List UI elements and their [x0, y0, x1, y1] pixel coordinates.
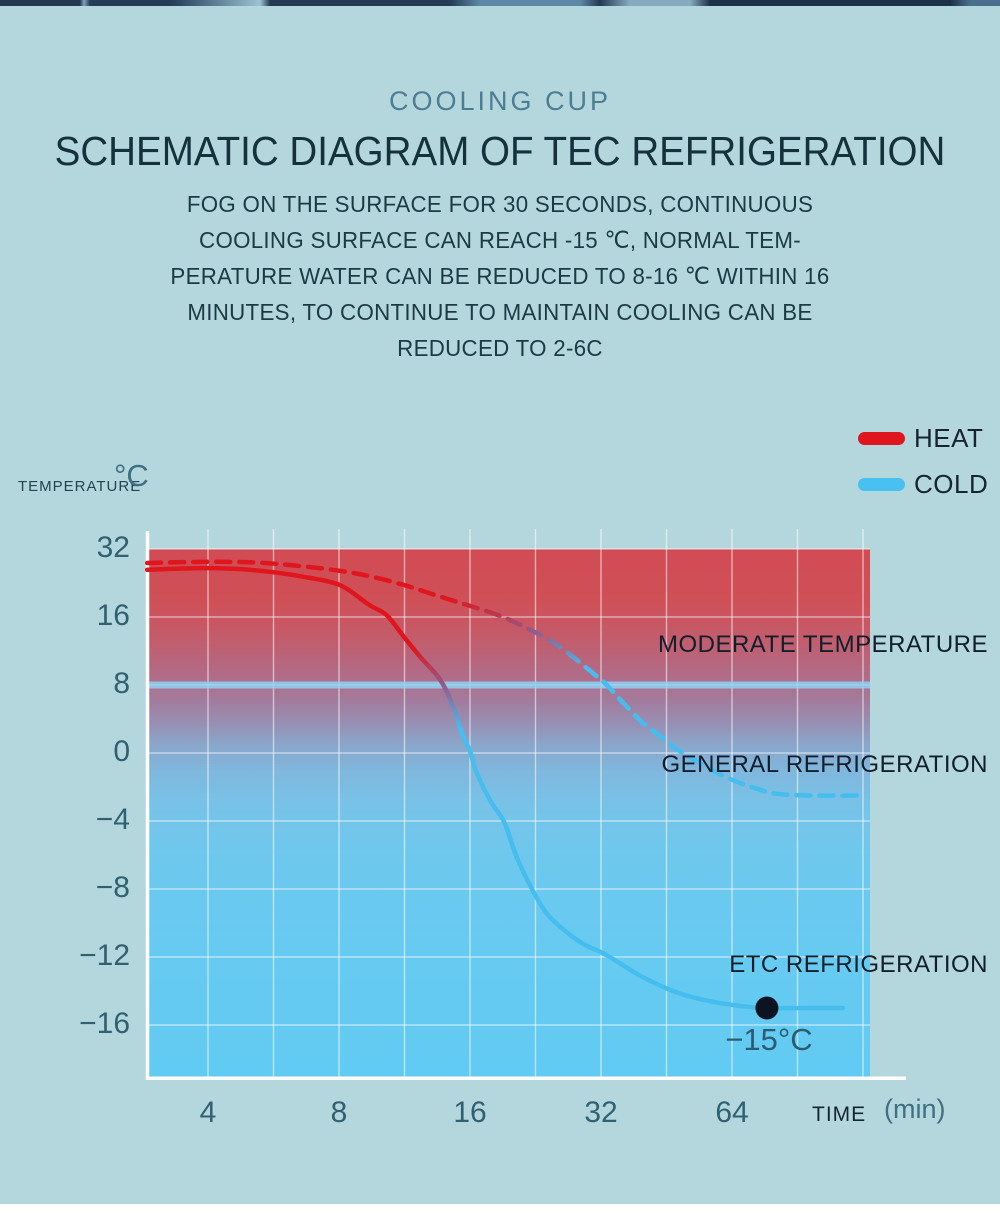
bottom-white-strip: [0, 1204, 1000, 1216]
legend-item-cold: COLD: [858, 468, 989, 499]
description-line: FOG ON THE SURFACE FOR 30 SECONDS, CONTI…: [186, 191, 814, 217]
legend-item-heat: HEAT: [858, 422, 988, 453]
marker-temperature-label: −15°C: [725, 1022, 813, 1057]
description-line: REDUCED TO 2-6C: [397, 335, 603, 361]
x-axis-title: TIME: [812, 1103, 867, 1126]
plot-fill: [148, 549, 870, 1078]
photo-edge-strip: [0, 0, 1000, 6]
y-tick-label: 32: [96, 531, 130, 564]
description-paragraph: FOG ON THE SURFACE FOR 30 SECONDS, CONTI…: [15, 186, 985, 366]
vertical-gridlines: [207, 529, 864, 1078]
page-title: SCHEMATIC DIAGRAM OF TEC REFRIGERATION: [54, 128, 946, 174]
legend-label-cold: COLD: [914, 468, 989, 499]
description-line: COOLING SURFACE CAN REACH -15 ℃, NORMAL …: [199, 227, 801, 253]
x-axis-unit: (min): [884, 1094, 946, 1124]
x-tick-label: 16: [453, 1096, 487, 1129]
description-line: PERATURE WATER CAN BE REDUCED TO 8-16 ℃ …: [170, 263, 830, 289]
etc-point-marker: [755, 996, 779, 1020]
eight-degree-band: [149, 681, 870, 689]
y-axis-title: TEMPERATURE: [18, 478, 142, 495]
y-tick-label: −8: [95, 871, 130, 904]
annotation-moderate-temperature: MODERATE TEMPERATURE: [657, 631, 988, 658]
legend: HEAT COLD: [858, 422, 989, 516]
y-tick-label: −4: [95, 803, 130, 836]
y-tick-label: 8: [113, 667, 130, 700]
x-tick-label: 32: [584, 1096, 618, 1129]
y-tick-label: 0: [113, 735, 130, 768]
y-tick-label: −16: [79, 1007, 130, 1040]
kicker-title: COOLING CUP: [388, 86, 612, 116]
y-axis-unit: °C: [114, 458, 149, 493]
annotation-general-refrigeration: GENERAL REFRIGERATION: [661, 751, 988, 778]
description-line: MINUTES, TO CONTINUE TO MAINTAIN COOLING…: [187, 299, 813, 325]
y-tick-label: −12: [79, 939, 130, 972]
x-tick-label: 8: [330, 1096, 348, 1129]
y-tick-label: 16: [96, 599, 130, 632]
cold-color-swatch: [858, 477, 905, 491]
annotation-etc-refrigeration: ETC REFRIGERATION: [729, 951, 988, 978]
legend-label-heat: HEAT: [914, 422, 984, 453]
heat-solid-curve: [144, 565, 846, 1011]
x-tick-label: 64: [715, 1096, 749, 1129]
cold-dashed-curve: [144, 559, 861, 798]
x-tick-label: 4: [199, 1096, 217, 1129]
heat-color-swatch: [858, 431, 905, 445]
